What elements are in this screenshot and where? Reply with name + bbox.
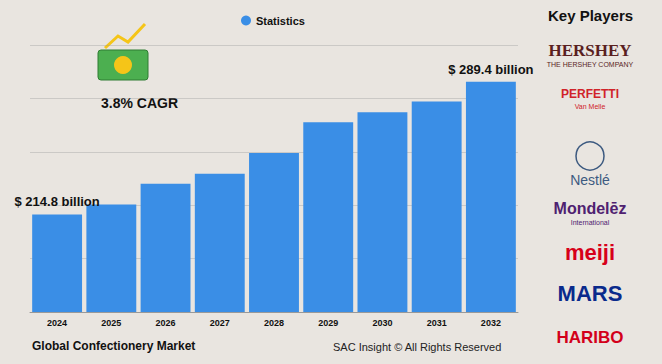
svg-text:meiji: meiji xyxy=(565,240,615,265)
svg-text:2026: 2026 xyxy=(156,318,176,328)
svg-text:2031: 2031 xyxy=(427,318,447,328)
svg-text:HERSHEY: HERSHEY xyxy=(548,41,631,60)
svg-text:Global Confectionery Market: Global Confectionery Market xyxy=(32,339,195,353)
svg-text:2025: 2025 xyxy=(101,318,121,328)
svg-text:HARIBO: HARIBO xyxy=(556,328,623,347)
svg-text:Key Players: Key Players xyxy=(548,7,633,24)
svg-text:2024: 2024 xyxy=(47,318,67,328)
svg-text:PERFETTI: PERFETTI xyxy=(561,87,619,101)
svg-text:$ 214.8 billion: $ 214.8 billion xyxy=(14,194,99,209)
svg-text:2028: 2028 xyxy=(264,318,284,328)
svg-text:SAC Insight © All Rights Reser: SAC Insight © All Rights Reserved xyxy=(333,341,501,353)
svg-text:MARS: MARS xyxy=(558,281,623,306)
svg-text:2027: 2027 xyxy=(210,318,230,328)
svg-text:International: International xyxy=(571,219,610,226)
svg-text:$ 289.4 billion: $ 289.4 billion xyxy=(448,62,533,77)
svg-text:THE HERSHEY COMPANY: THE HERSHEY COMPANY xyxy=(547,61,634,68)
svg-text:Statistics: Statistics xyxy=(256,15,305,27)
svg-text:Nestlé: Nestlé xyxy=(570,172,610,188)
svg-text:Mondelēz: Mondelēz xyxy=(554,200,627,217)
svg-text:2029: 2029 xyxy=(318,318,338,328)
svg-text:2032: 2032 xyxy=(481,318,501,328)
svg-text:Van Melle: Van Melle xyxy=(575,103,606,110)
svg-text:3.8% CAGR: 3.8% CAGR xyxy=(101,95,178,111)
svg-text:2030: 2030 xyxy=(372,318,392,328)
